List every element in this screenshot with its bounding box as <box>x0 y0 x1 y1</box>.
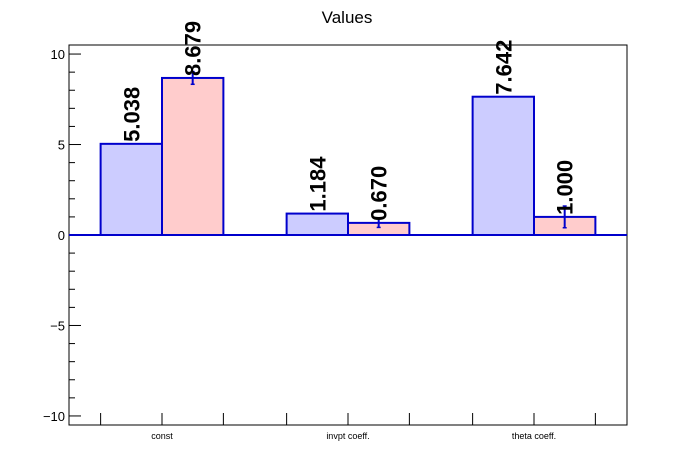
chart-title: Values <box>322 8 373 27</box>
data-label: 1.000 <box>553 160 578 215</box>
y-tick-label: −10 <box>43 409 65 424</box>
y-tick-label: −5 <box>50 318 65 333</box>
data-label: 8.679 <box>181 21 206 76</box>
data-label: 1.184 <box>305 156 330 212</box>
data-label: 7.642 <box>491 40 516 95</box>
y-tick-label: 5 <box>58 138 65 153</box>
x-tick-label: const <box>151 431 173 441</box>
y-tick-label: 10 <box>51 47 65 62</box>
y-tick-label: 0 <box>58 228 65 243</box>
data-label: 5.038 <box>119 87 144 142</box>
bar <box>285 212 349 237</box>
bar <box>471 95 535 237</box>
x-tick-label: invpt coeff. <box>326 431 369 441</box>
data-label: 0.670 <box>367 166 392 221</box>
bar <box>99 142 164 237</box>
x-tick-label: theta coeff. <box>512 431 556 441</box>
plot-area: −10 −5 0 5 10 5.038 1.184 7.642 8.679 0.670 1.000 c… <box>43 21 628 441</box>
bar <box>161 76 225 236</box>
